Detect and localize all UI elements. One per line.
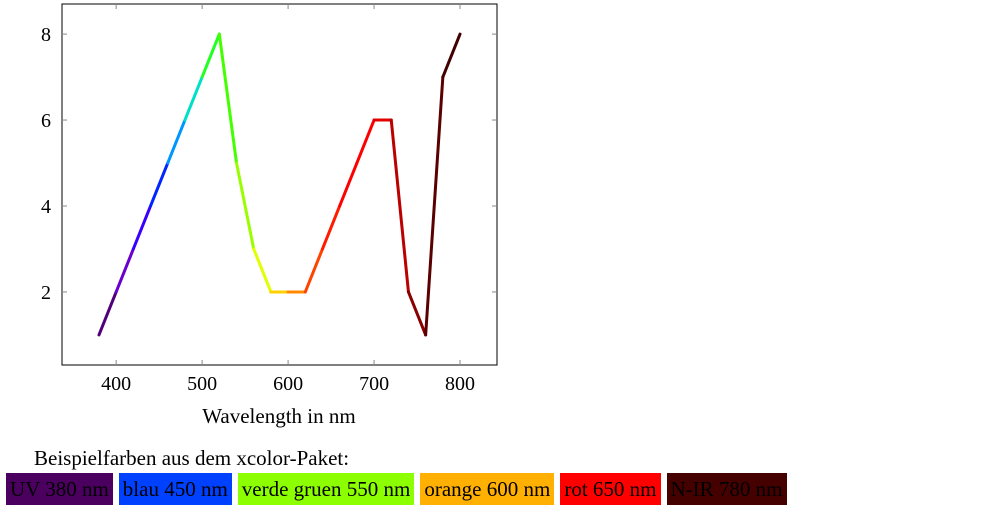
x-tick-label: 700 — [359, 373, 389, 395]
line-segment — [406, 290, 428, 337]
line-segment — [183, 75, 204, 122]
line-segment — [200, 32, 221, 79]
swatch-blue: blau 450 nm — [118, 473, 232, 505]
line-segment — [97, 290, 118, 337]
line-segment — [166, 118, 187, 165]
swatch-green: verde gruen 550 nm — [237, 473, 415, 505]
line-segment — [131, 204, 153, 251]
line-segment — [149, 161, 170, 208]
wavelength-chart: 400 500 600 700 800 2 4 6 8 Wavelength in nm — [41, 3, 498, 428]
line-segment — [217, 32, 239, 165]
line-segment — [355, 118, 376, 165]
line-segment — [235, 161, 256, 251]
x-tick-label: 800 — [445, 373, 475, 395]
x-tick-label: 400 — [101, 373, 131, 395]
x-tick-label: 500 — [187, 373, 217, 395]
y-tick-label: 2 — [41, 282, 51, 304]
plot-frame — [61, 3, 498, 366]
line-segment — [114, 247, 135, 294]
line-segment — [252, 247, 273, 294]
line-segment — [320, 204, 342, 251]
line-segment — [303, 247, 324, 294]
swatch-uv: UV 380 nm — [6, 473, 113, 505]
line-segment — [389, 118, 410, 294]
line-segment — [441, 32, 462, 79]
x-axis-label: Wavelength in nm — [202, 404, 355, 428]
swatch-orange: orange 600 nm — [420, 473, 555, 505]
y-tick-label: 6 — [41, 110, 51, 132]
x-tick-label: 600 — [273, 373, 303, 395]
y-tick-label: 8 — [41, 24, 51, 46]
swatch-nir: N-IR 780 nm — [666, 473, 787, 505]
legend-note: Beispielfarben aus dem xcolor-Paket: — [34, 446, 350, 470]
line-segment — [338, 161, 359, 208]
line-segment — [424, 75, 445, 337]
color-swatches: UV 380 nm blau 450 nm verde gruen 550 nm… — [6, 473, 787, 505]
swatch-red: rot 650 nm — [560, 473, 661, 505]
y-tick-label: 4 — [41, 196, 51, 218]
